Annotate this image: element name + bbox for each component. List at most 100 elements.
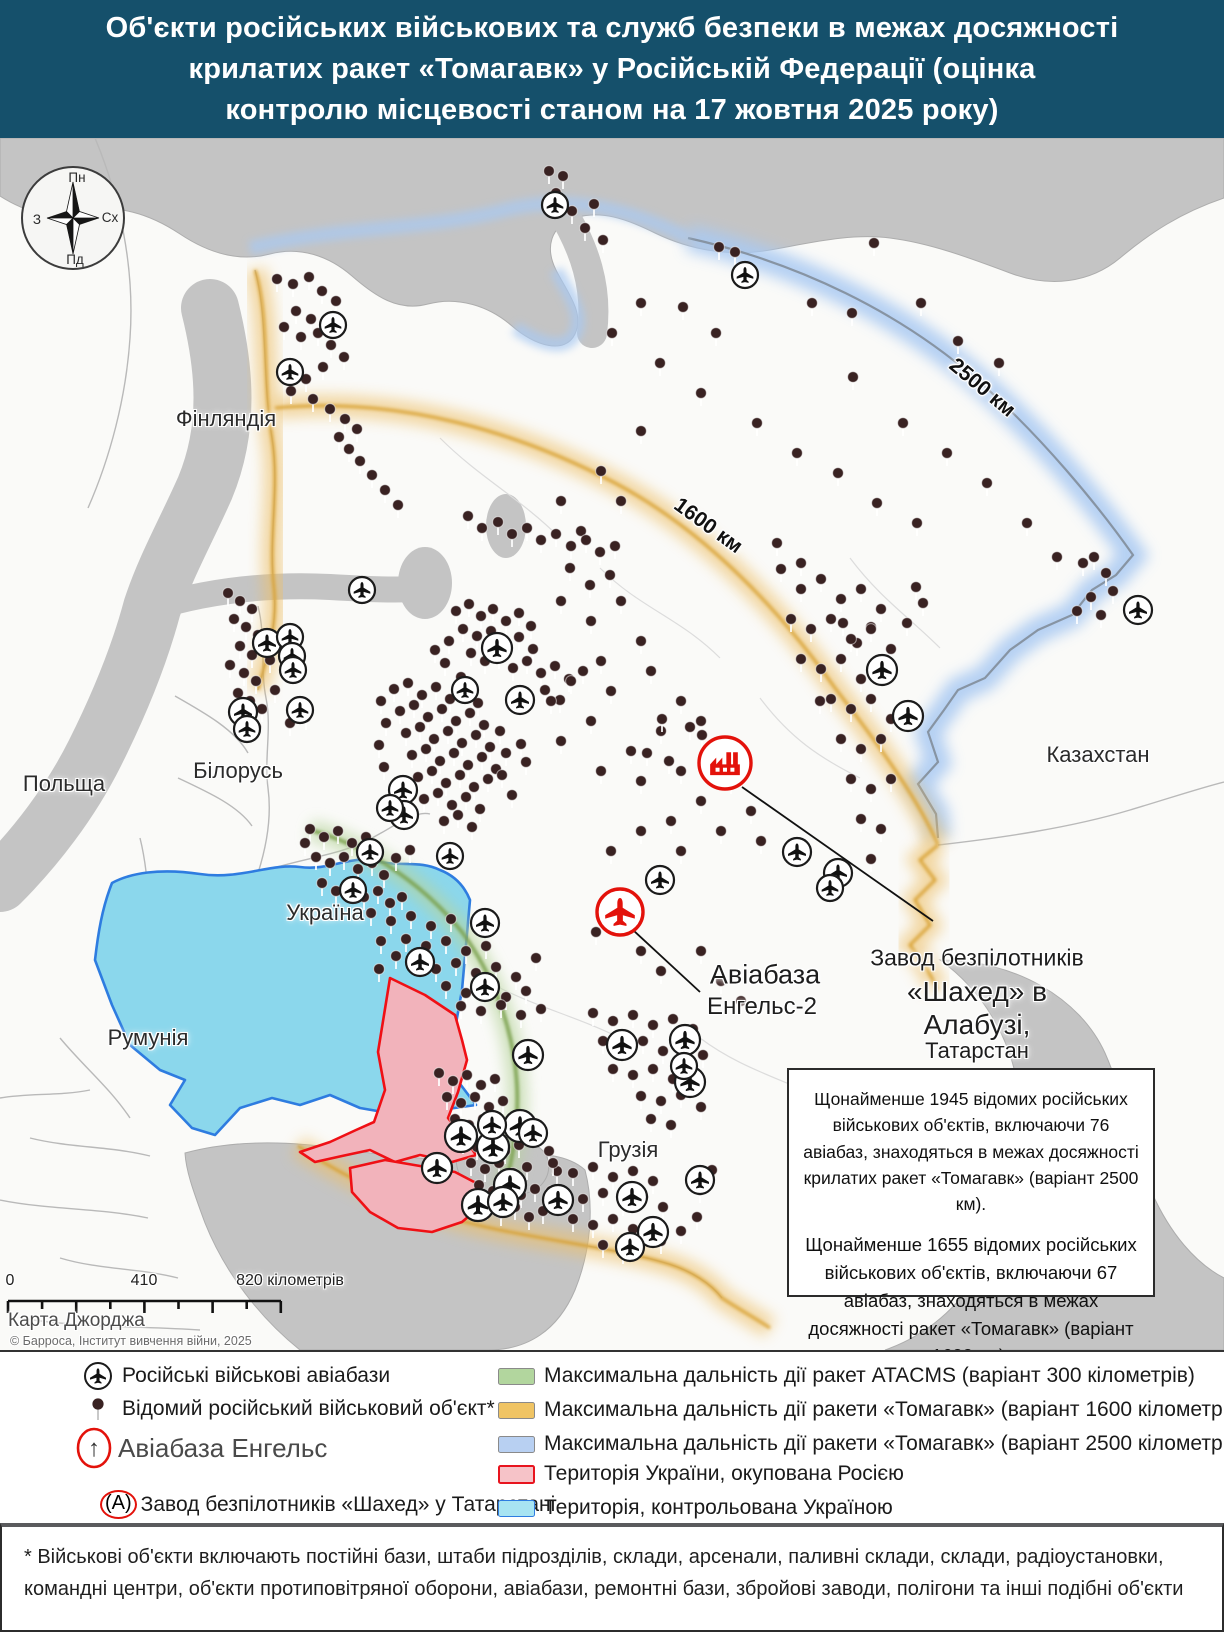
military-object-dot [455, 1097, 467, 1109]
military-object-dot [343, 443, 355, 455]
color-swatch [498, 1499, 535, 1517]
scale-bar [6, 1299, 283, 1313]
military-object-dot [307, 393, 319, 405]
military-object-dot [627, 1165, 639, 1177]
engels-red-circle-icon: ↑ [76, 1427, 112, 1469]
military-object-dot [1071, 605, 1083, 617]
title-line-1: Об'єкти російських військових та служб б… [105, 11, 1119, 44]
country-border [19, 1317, 201, 1331]
military-object-dot [457, 623, 469, 635]
military-object-dot [380, 717, 392, 729]
military-object-dot [641, 747, 653, 759]
military-object-dot [1051, 551, 1063, 563]
military-object-dot [875, 733, 887, 745]
military-object-dot [228, 613, 240, 625]
country-label-казахстан: Казахстан [1046, 742, 1150, 767]
legend-label: Максимальна дальність дії ракети «Томага… [544, 1398, 1224, 1421]
military-object-dot [494, 725, 506, 737]
plane-glyph [622, 1187, 642, 1207]
airbase-icon [511, 1038, 545, 1072]
legend-item-zone-1: Максимальна дальність дії ракети «Томага… [498, 1398, 1224, 1422]
military-object-dot [832, 467, 844, 479]
military-object-dot [846, 307, 858, 319]
military-object-dot [455, 1000, 467, 1012]
military-object-dot [590, 926, 602, 938]
plane-glyph [394, 781, 412, 799]
military-object-dot [520, 985, 532, 997]
compass-rose: Пн Сх З Пд [21, 166, 125, 270]
military-object-dot [837, 617, 849, 629]
military-object-dot [993, 357, 1005, 369]
military-object-dot [657, 1201, 669, 1213]
military-object-dot [479, 1163, 491, 1175]
title-line-2: крилатих ракет «Томагавк» у Російській Ф… [188, 52, 1036, 85]
military-object-dot [835, 733, 847, 745]
military-object-dot [917, 597, 929, 609]
military-object-dot [224, 659, 236, 671]
military-object-dot [373, 963, 385, 975]
plane-glyph [284, 662, 302, 678]
airbase-icon [404, 946, 436, 978]
military-object-dot [897, 417, 909, 429]
military-object-dot [656, 713, 668, 725]
military-object-dot [414, 721, 426, 733]
military-object-dot [825, 693, 837, 705]
military-object-dot [845, 703, 857, 715]
military-object-dot [587, 1161, 599, 1173]
military-object-dot [855, 583, 867, 595]
airbase-icon [318, 310, 348, 340]
map-canvas: Пн Сх З Пд Фінляндія Польща Білорусь Україна Ру… [0, 138, 1224, 1350]
military-object-dot [855, 743, 867, 755]
military-object-dot [390, 852, 402, 864]
military-object-dot [814, 695, 826, 707]
military-object-dot [492, 516, 504, 528]
military-object-dot [791, 447, 803, 459]
plane-glyph [467, 1195, 489, 1215]
legend-label: Відомий російський військовий об'єкт* [122, 1397, 495, 1420]
plane-glyph [821, 880, 839, 896]
plane-glyph [456, 682, 474, 698]
military-object-dot [567, 1213, 579, 1225]
military-object-dot [425, 920, 437, 932]
military-object-dot [310, 851, 322, 863]
military-object-dot [290, 305, 302, 317]
military-object-dot [677, 301, 689, 313]
military-object-dot [684, 721, 696, 733]
object-pin-icon [92, 1398, 104, 1420]
military-object-dot [469, 1091, 481, 1103]
military-object-dot [901, 617, 913, 629]
shahed-red-oval-icon: (А) [100, 1490, 137, 1519]
military-object-dot [885, 643, 897, 655]
airbase-icon [278, 655, 308, 685]
military-object-dot [416, 689, 428, 701]
military-object-dot [450, 715, 462, 727]
range-line-1600 [274, 404, 940, 846]
airbase-icon [469, 907, 501, 939]
legend-item-zone-2: Максимальна дальність дії ракети «Томага… [498, 1432, 1224, 1456]
copyright-note: © Барроса, Інститут вивчення війни, 2025 [10, 1334, 252, 1348]
airbase-icon [668, 1023, 702, 1057]
military-object-dot [448, 747, 460, 759]
header: Об'єкти російських військових та служб б… [0, 0, 1224, 138]
airbase-icon [420, 1151, 454, 1185]
country-label-україна: Україна [286, 900, 364, 925]
military-object-dot [565, 540, 577, 552]
map-labels-layer: Фінляндія Польща Білорусь Україна Румунія Каз… [0, 138, 1224, 1350]
military-object-dot [795, 583, 807, 595]
military-object-dot [775, 563, 787, 575]
military-object-dot [655, 1095, 667, 1107]
military-object-dot [609, 540, 621, 552]
compass-south-label: Пд [66, 252, 84, 267]
plane-glyph [691, 1171, 709, 1189]
country-border [59, 1257, 179, 1279]
military-object-dot [470, 729, 482, 741]
military-object-dot [339, 413, 351, 425]
military-object-dot [523, 1211, 535, 1223]
plane-glyph [483, 1116, 501, 1134]
plane-glyph [643, 1222, 663, 1242]
military-object-dot [635, 297, 647, 309]
military-object-dot [815, 573, 827, 585]
airbase-icon [730, 260, 760, 290]
airbase-icon [275, 357, 305, 387]
military-object-dot [346, 837, 358, 849]
